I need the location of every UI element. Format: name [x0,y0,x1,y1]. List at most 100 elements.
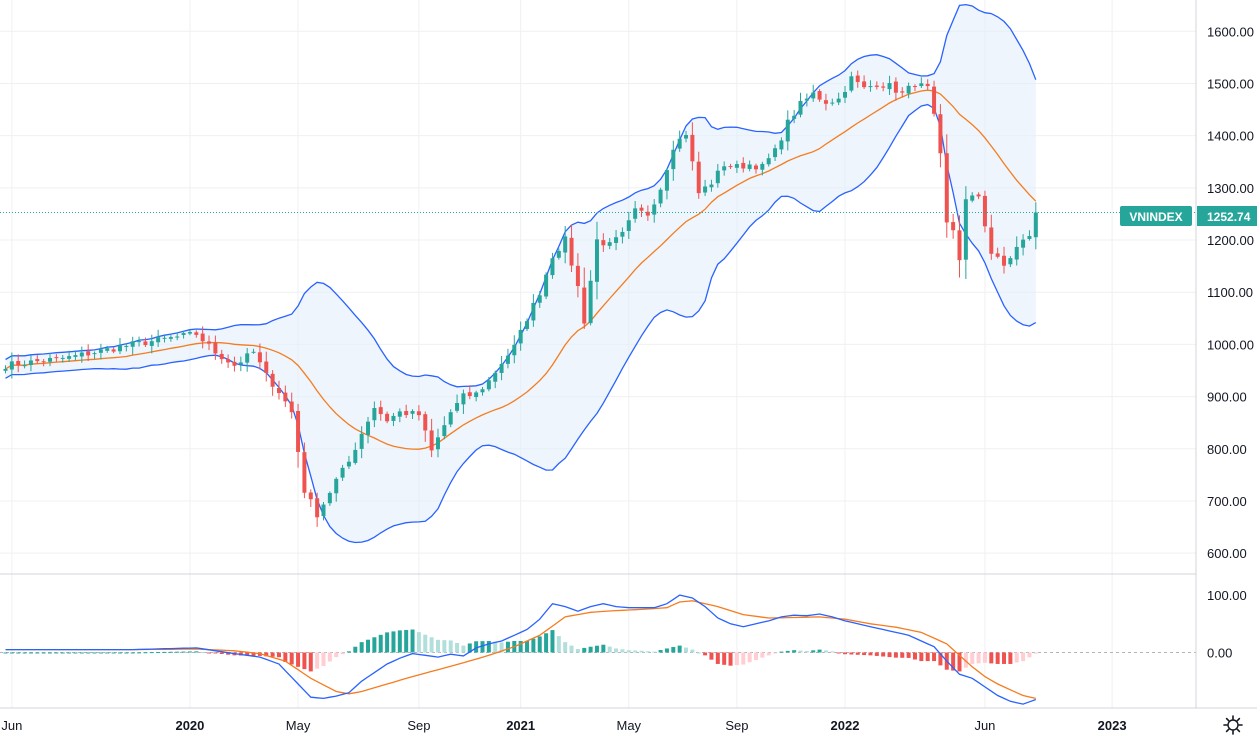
price-axis-label: 1000.00 [1207,337,1254,352]
candle [359,426,364,459]
macd-histogram-bar [811,650,816,653]
macd-histogram-bar [1021,652,1026,662]
macd-histogram-bar [315,652,320,669]
candle [60,355,65,363]
last-price-badge: VNINDEX 1252.74 [1120,206,1257,226]
macd-histogram-bar [321,652,326,666]
time-axis[interactable]: Jun 2020 May Sep 2021 May Sep 2022 Jun 2023 [1,718,1126,733]
macd-histogram-bar [677,645,682,653]
macd-histogram-bar [283,652,288,663]
macd-histogram-bar [486,641,491,653]
candle [226,354,231,368]
macd-histogram-bar [143,652,148,654]
macd-histogram-bar [518,641,523,653]
candle [982,190,987,233]
macd-histogram-bar [467,643,472,653]
macd-histogram-bar [633,650,638,653]
macd-histogram-bar [582,647,587,653]
candle [245,347,250,372]
candle [474,390,479,402]
macd-line [5,594,1037,705]
candle [505,348,510,369]
candle [111,347,116,354]
candle [327,491,332,506]
macd-histogram-bar [499,642,504,653]
candle [251,348,256,354]
candle [404,404,409,419]
macd-histogram-bar [22,652,27,654]
macd-histogram-bar [823,650,828,653]
macd-histogram-bar [798,650,803,653]
macd-histogram-bar [289,652,294,665]
candle [346,455,351,470]
macd-histogram-bar [442,640,447,653]
macd-histogram-bar [906,652,911,658]
macd-histogram-bar [493,641,498,653]
time-axis-label: Sep [725,718,748,733]
candle [54,354,59,362]
macd-histogram-bar [213,652,218,654]
candle [194,330,199,338]
candle [200,326,205,349]
price-axis-label: 1200.00 [1207,233,1254,248]
moving-average-line [5,89,1037,450]
candle [766,153,771,167]
candle [614,229,619,251]
macd-histogram-bar [925,652,930,662]
macd-histogram-bar [734,652,739,666]
macd-histogram-bar [200,652,205,653]
macd-histogram-bar [251,652,256,656]
price-axis-label: 1100.00 [1207,285,1253,300]
macd-histogram-bar [588,646,593,653]
candle [862,75,867,90]
macd-histogram-bar [1014,652,1019,663]
candle [124,343,129,352]
gear-icon[interactable] [1223,715,1243,735]
macd-histogram-bar [843,652,848,655]
macd-histogram-bar [563,642,568,653]
candle [970,192,975,203]
candle [544,272,549,300]
candle [315,492,320,527]
macd-histogram-bar [276,652,281,658]
candle [893,77,898,101]
candle [868,80,873,92]
macd-histogram-bar [722,652,727,665]
macd-histogram-bar [938,652,943,666]
candle [410,409,415,420]
macd-histogram-bar [175,651,180,653]
candle [1021,234,1026,256]
macd-histogram-bar [715,652,720,664]
candle [41,358,46,367]
macd-histogram-bar [626,650,631,653]
macd-axis[interactable]: 100.00 0.00 [1207,588,1247,660]
macd-histogram-bar [302,652,307,670]
macd-histogram-bar [728,652,733,666]
candle [499,356,504,381]
candle [435,428,440,458]
price-axis-label: 1600.00 [1207,24,1254,39]
macd-histogram-bar [773,652,778,654]
macd-histogram-bar [575,649,580,653]
candle [238,356,243,372]
candle [264,351,269,382]
candle [321,501,326,521]
candle [455,394,460,413]
macd-histogram-bar [54,652,59,654]
candle [709,179,714,192]
candle [1027,230,1032,241]
macd-histogram-bar [410,629,415,653]
price-axis[interactable]: 1600.00 1500.00 1400.00 1300.00 1200.00 1100.… [1207,24,1254,561]
macd-histogram-bar [658,650,663,653]
macd-histogram-bar [105,652,110,654]
candle [130,336,135,355]
macd-histogram-bar [855,652,860,655]
candle [626,211,631,239]
price-axis-label: 1400.00 [1207,129,1254,144]
macd-histogram-bar [594,645,599,653]
price-badge-text: 1252.74 [1207,210,1251,224]
macd-histogram-bar [60,652,65,654]
macd-histogram-bar [804,651,809,653]
price-axis-label: 1500.00 [1207,76,1254,91]
